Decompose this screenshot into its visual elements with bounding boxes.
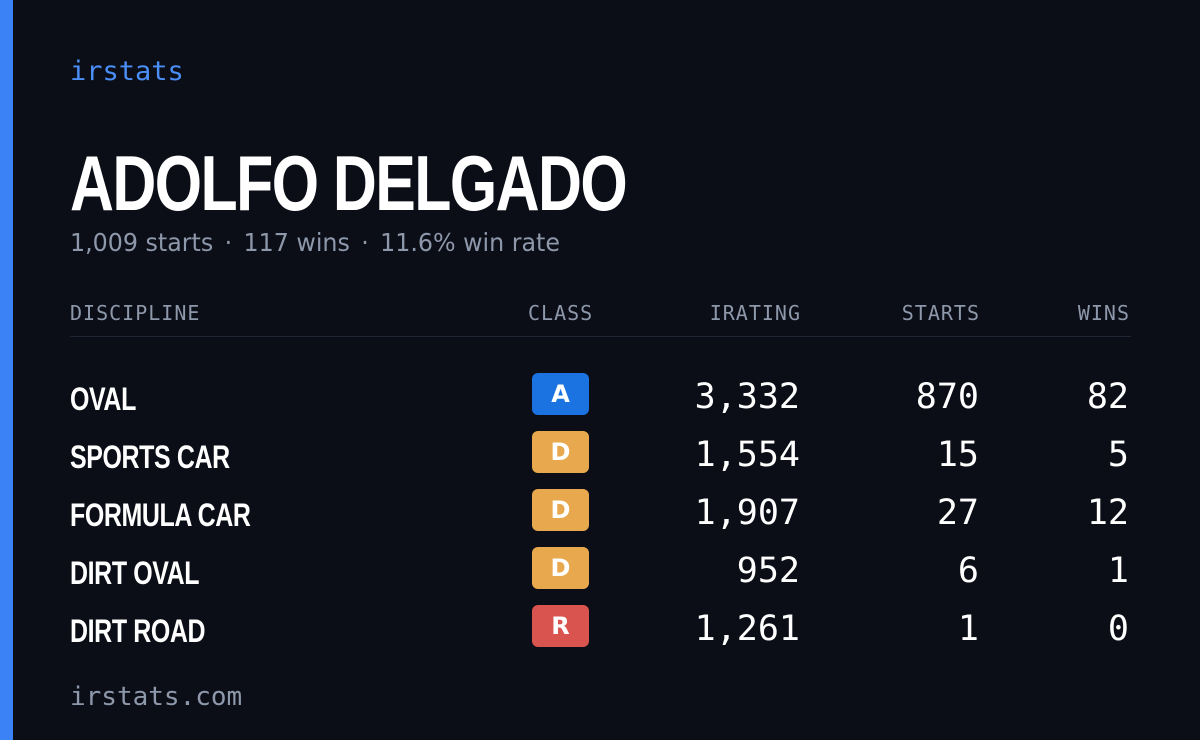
header-irating: IRATING <box>709 301 801 325</box>
summary-separator: · <box>224 228 233 257</box>
irating-value: 1,261 <box>694 609 800 649</box>
starts-value: 870 <box>915 377 979 417</box>
discipline-name: DIRT ROAD <box>70 613 206 649</box>
irating-value: 3,332 <box>694 377 800 417</box>
irating-value: 1,554 <box>694 435 800 475</box>
summary-win-rate: 11.6% win rate <box>380 228 560 257</box>
brand-logo-text[interactable]: irstats <box>70 56 184 87</box>
starts-value: 15 <box>936 435 979 475</box>
irating-value: 1,907 <box>694 493 800 533</box>
summary-wins: 117 wins <box>243 228 350 257</box>
class-badge: D <box>532 431 589 473</box>
driver-name: ADOLFO DELGADO <box>70 139 628 227</box>
table-row: FORMULA CAR D 1,907 27 12 <box>70 471 1131 533</box>
wins-value: 12 <box>1086 493 1129 533</box>
class-badge: D <box>532 489 589 531</box>
table-header: DISCIPLINE CLASS IRATING STARTS WINS <box>70 296 1131 337</box>
summary-starts: 1,009 starts <box>70 228 214 257</box>
class-badge: D <box>532 547 589 589</box>
header-wins: WINS <box>1077 301 1130 325</box>
accent-bar <box>0 0 13 740</box>
header-starts: STARTS <box>901 301 980 325</box>
class-badge: A <box>532 373 589 415</box>
header-class: CLASS <box>528 301 594 325</box>
irating-value: 952 <box>736 551 800 591</box>
table-row: DIRT OVAL D 952 6 1 <box>70 529 1131 591</box>
wins-value: 0 <box>1107 609 1129 649</box>
wins-value: 82 <box>1086 377 1129 417</box>
class-badge: R <box>532 605 589 647</box>
footer-url[interactable]: irstats.com <box>70 682 243 712</box>
summary-separator: · <box>361 228 369 257</box>
wins-value: 1 <box>1107 551 1129 591</box>
table-row: SPORTS CAR D 1,554 15 5 <box>70 413 1131 475</box>
driver-summary: 1,009 starts · 117 wins · 11.6% win rate <box>70 228 560 257</box>
table-row: OVAL A 3,332 870 82 <box>70 355 1131 417</box>
discipline-table: DISCIPLINE CLASS IRATING STARTS WINS OVA… <box>70 296 1131 649</box>
discipline-name: OVAL <box>70 381 136 417</box>
table-row: DIRT ROAD R 1,261 1 0 <box>70 587 1131 649</box>
discipline-name: DIRT OVAL <box>70 555 200 591</box>
starts-value: 6 <box>957 551 979 591</box>
discipline-name: FORMULA CAR <box>70 497 251 533</box>
starts-value: 27 <box>936 493 979 533</box>
wins-value: 5 <box>1107 435 1129 475</box>
header-discipline: DISCIPLINE <box>70 301 201 325</box>
table-body: OVAL A 3,332 870 82 SPORTS CAR D 1,554 1… <box>70 355 1131 649</box>
starts-value: 1 <box>957 609 979 649</box>
discipline-name: SPORTS CAR <box>70 439 230 475</box>
